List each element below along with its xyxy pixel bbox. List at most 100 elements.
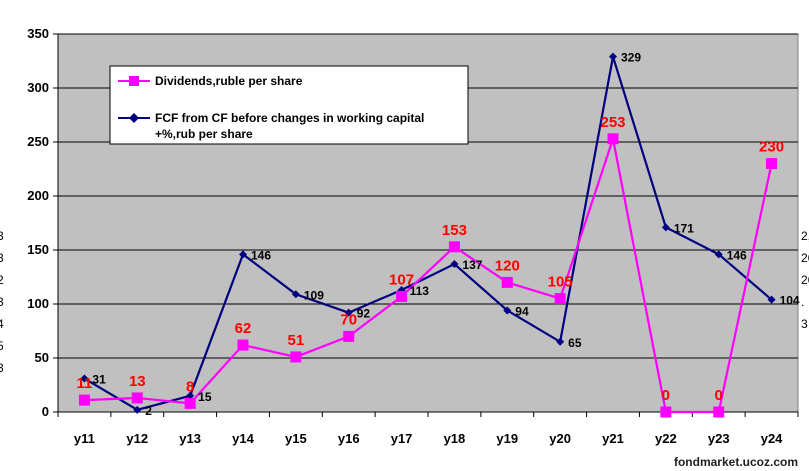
dividends-data-label: 70 xyxy=(340,311,357,328)
fcf-data-label: 92 xyxy=(357,307,371,321)
fcf-data-label: 113 xyxy=(410,284,430,298)
fcf-data-label: 146 xyxy=(251,248,271,262)
dividends-data-label: 0 xyxy=(662,387,670,404)
dividends-point xyxy=(448,241,460,253)
fcf-point xyxy=(609,52,617,61)
watermark: fondmarket.ucoz.com xyxy=(674,455,798,469)
edge-fragment: 3 xyxy=(0,251,4,265)
y-tick-label: 0 xyxy=(42,404,49,419)
dividends-data-labels: 11 13 8 62 51 70 107 153 120 105 253 0 0 230 xyxy=(76,114,784,404)
x-tick-label: y18 xyxy=(444,431,466,446)
y-tick-label: 150 xyxy=(27,242,49,257)
edge-fragment: 2 xyxy=(0,273,4,287)
dividends-point xyxy=(501,276,513,288)
fcf-data-label: 329 xyxy=(621,51,641,65)
dividends-data-label: 230 xyxy=(759,139,784,156)
y-tick-label: 100 xyxy=(27,296,49,311)
fcf-data-label: 104 xyxy=(780,294,800,308)
edge-fragment: 5 xyxy=(0,339,4,353)
dividends-point xyxy=(607,133,619,145)
series-fcf xyxy=(80,52,776,414)
legend-dividends-marker xyxy=(129,76,139,86)
x-tick-label: y22 xyxy=(655,431,677,446)
fcf-data-label: 65 xyxy=(568,336,582,350)
legend-box xyxy=(109,65,469,145)
legend: Dividends,ruble per share FCF from CF be… xyxy=(109,65,469,145)
y-tick-label: 50 xyxy=(35,350,49,365)
fcf-data-label: 146 xyxy=(727,248,747,262)
dividends-point xyxy=(554,293,566,305)
y-axis-ticks: 0 50 100 150 200 250 300 350 xyxy=(27,26,58,419)
edge-fragment: 2, xyxy=(801,229,809,243)
dividends-data-label: 11 xyxy=(76,375,92,392)
fcf-point xyxy=(661,223,670,232)
legend-fcf-label-line2: +%,rub per share xyxy=(155,127,253,141)
x-tick-label: y24 xyxy=(761,431,783,446)
fcf-data-label: 109 xyxy=(304,288,324,302)
dividends-data-label: 253 xyxy=(600,114,625,131)
y-tick-label: 250 xyxy=(27,134,49,149)
fcf-data-label: 137 xyxy=(462,258,482,272)
fcf-point xyxy=(714,250,723,259)
x-tick-label: y11 xyxy=(74,431,95,446)
x-tick-label: y15 xyxy=(285,431,307,446)
fcf-data-label: 31 xyxy=(92,373,106,387)
dividends-line xyxy=(84,134,773,414)
legend-fcf-label-line1: FCF from CF before changes in working ca… xyxy=(155,111,424,125)
y-tick-label: 300 xyxy=(27,80,49,95)
dividends-point xyxy=(290,351,302,363)
dividends-point xyxy=(131,392,143,404)
dividends-data-label: 120 xyxy=(495,257,520,274)
fcf-data-labels: 31 2 15 146 109 92 113 137 94 65 329 171 146 104 xyxy=(92,51,799,418)
x-tick-label: y13 xyxy=(179,431,201,446)
x-tick-label: y17 xyxy=(391,431,413,446)
dividends-data-label: 0 xyxy=(715,387,723,404)
dividends-point xyxy=(396,290,408,302)
fcf-point xyxy=(503,306,512,315)
dividends-point xyxy=(660,406,672,418)
fcf-point xyxy=(767,295,776,304)
series-dividends xyxy=(78,133,778,418)
dividends-point xyxy=(237,339,249,351)
left-edge-fragments: 3 3 2 3 4 5 3 xyxy=(0,229,4,375)
edge-fragment: 4 xyxy=(0,317,4,331)
fcf-data-label: 94 xyxy=(515,304,529,318)
fcf-data-label: 171 xyxy=(674,221,694,235)
y-tick-label: 200 xyxy=(27,188,49,203)
x-tick-label: y14 xyxy=(232,431,254,446)
edge-fragment: . xyxy=(801,295,804,309)
fcf-point xyxy=(450,260,459,269)
dividends-point xyxy=(343,330,355,342)
x-axis-ticks: y11 y12 y13 y14 y15 y16 y17 y18 y19 y20 y21 y22 y23 y… xyxy=(57,412,799,446)
fcf-line xyxy=(83,56,773,412)
x-tick-label: y19 xyxy=(496,431,518,446)
fcf-point xyxy=(556,337,565,346)
x-tick-label: y20 xyxy=(549,431,571,446)
dividends-point xyxy=(78,394,90,406)
legend-dividends-label: Dividends,ruble per share xyxy=(155,74,303,88)
x-tick-label: y16 xyxy=(338,431,360,446)
x-tick-label: y21 xyxy=(602,431,624,446)
dividends-data-label: 13 xyxy=(129,373,146,390)
fcf-data-label: 2 xyxy=(145,404,152,418)
dividends-point xyxy=(766,158,778,170)
edge-fragment: 3 xyxy=(0,295,4,309)
edge-fragment: 3 xyxy=(0,229,4,243)
edge-fragment: 26 xyxy=(801,251,809,265)
dividends-point xyxy=(184,397,196,409)
fcf-point xyxy=(239,250,247,259)
dividends-point xyxy=(713,406,725,418)
fcf-point xyxy=(344,308,353,317)
fcf-data-label: 15 xyxy=(198,390,212,404)
edge-fragment: 26 xyxy=(801,273,809,287)
dividends-data-label: 8 xyxy=(186,378,194,395)
x-tick-label: y12 xyxy=(126,431,148,446)
dividends-data-label: 62 xyxy=(235,320,252,337)
dividends-data-label: 153 xyxy=(442,222,467,239)
x-tick-label: y23 xyxy=(708,431,730,446)
fcf-point xyxy=(186,391,195,400)
fcf-point xyxy=(291,290,300,299)
fcf-point xyxy=(80,374,89,383)
y-tick-label: 350 xyxy=(27,26,49,41)
